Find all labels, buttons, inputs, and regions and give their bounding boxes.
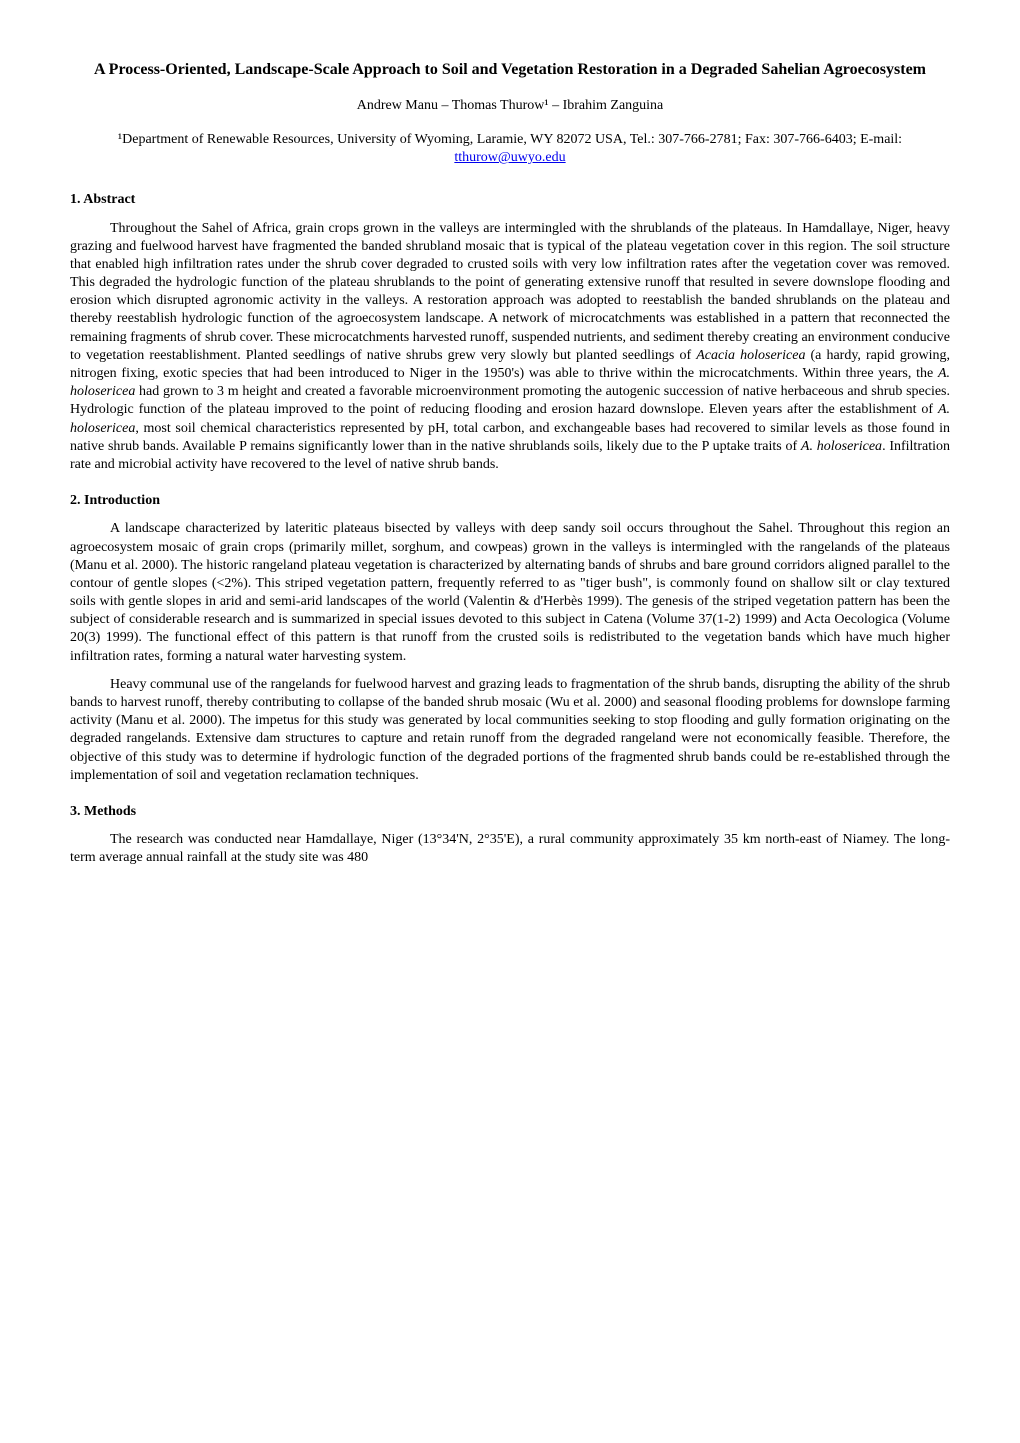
email-link[interactable]: tthurow@uwyo.edu — [454, 150, 565, 165]
abstract-text-1: Throughout the Sahel of Africa, grain cr… — [70, 221, 950, 363]
affiliation-text: ¹Department of Renewable Resources, Univ… — [118, 132, 902, 147]
abstract-paragraph: Throughout the Sahel of Africa, grain cr… — [70, 220, 950, 475]
section-heading-abstract: 1. Abstract — [70, 191, 950, 209]
section-heading-introduction: 2. Introduction — [70, 492, 950, 510]
section-heading-methods: 3. Methods — [70, 803, 950, 821]
introduction-paragraph-1: A landscape characterized by lateritic p… — [70, 520, 950, 666]
methods-paragraph-1: The research was conducted near Hamdalla… — [70, 831, 950, 867]
authors-line: Andrew Manu – Thomas Thurow¹ – Ibrahim Z… — [70, 97, 950, 115]
affiliation-line: ¹Department of Renewable Resources, Univ… — [70, 131, 950, 167]
paper-title: A Process-Oriented, Landscape-Scale Appr… — [70, 60, 950, 81]
species-name-4: A. holosericea — [801, 439, 882, 454]
abstract-text-3: had grown to 3 m height and created a fa… — [70, 384, 950, 417]
species-name-1: Acacia holosericea — [696, 348, 805, 363]
introduction-paragraph-2: Heavy communal use of the rangelands for… — [70, 676, 950, 785]
